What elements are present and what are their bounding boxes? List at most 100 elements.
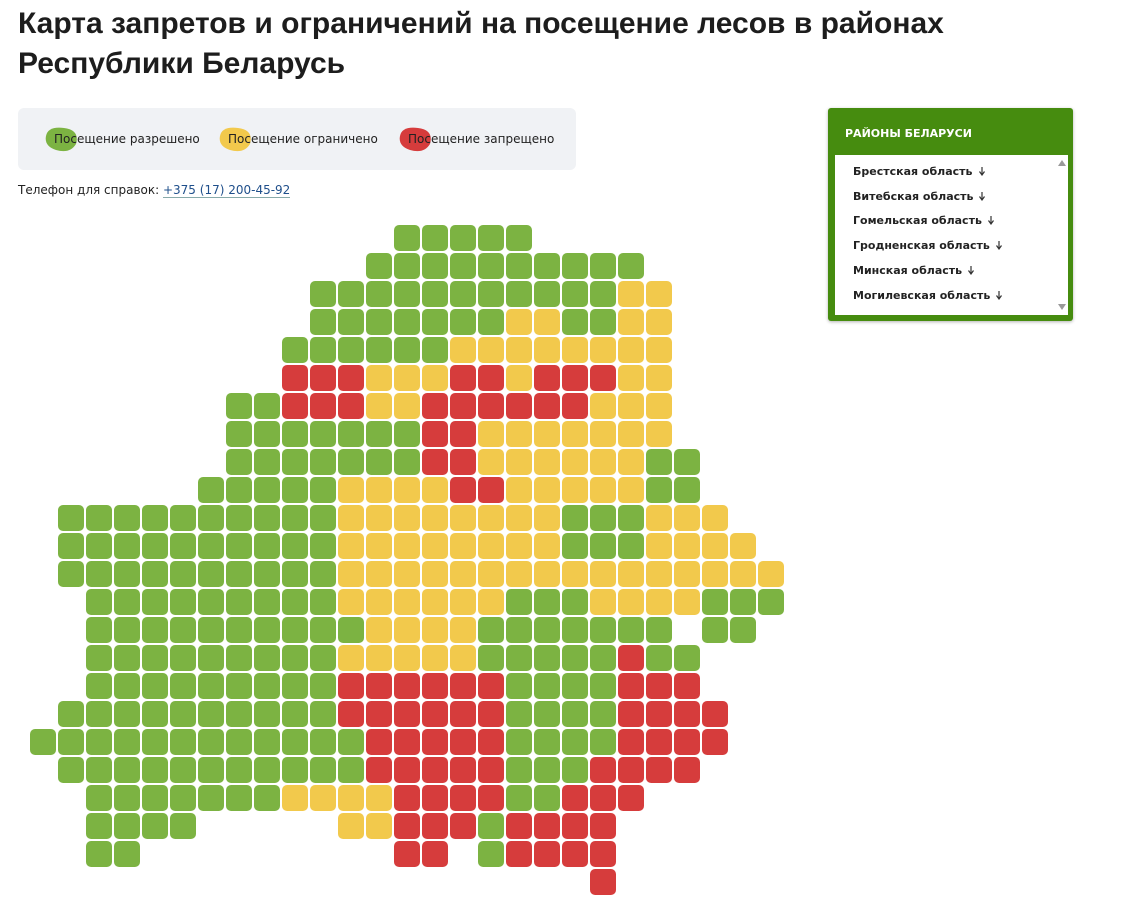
district[interactable] [338, 421, 364, 447]
region-item[interactable]: Гомельская область [853, 214, 994, 227]
district[interactable] [142, 505, 168, 531]
district[interactable] [702, 729, 728, 755]
district[interactable] [534, 533, 560, 559]
district[interactable] [114, 757, 140, 783]
district[interactable] [646, 421, 672, 447]
district[interactable] [226, 561, 252, 587]
district[interactable] [534, 701, 560, 727]
scroll-up[interactable] [1058, 160, 1066, 166]
district[interactable] [562, 561, 588, 587]
district[interactable] [562, 281, 588, 307]
region-item[interactable]: Витебская область [853, 190, 986, 203]
district[interactable] [198, 757, 224, 783]
district[interactable] [310, 645, 336, 671]
district[interactable] [58, 561, 84, 587]
district[interactable] [226, 645, 252, 671]
district[interactable] [338, 281, 364, 307]
district[interactable] [478, 253, 504, 279]
district[interactable] [534, 841, 560, 867]
district[interactable] [506, 393, 532, 419]
district[interactable] [170, 533, 196, 559]
district[interactable] [562, 589, 588, 615]
district[interactable] [646, 561, 672, 587]
district[interactable] [422, 757, 448, 783]
district[interactable] [618, 281, 644, 307]
district[interactable] [226, 701, 252, 727]
district[interactable] [478, 645, 504, 671]
district[interactable] [226, 785, 252, 811]
district[interactable] [226, 757, 252, 783]
district[interactable] [282, 421, 308, 447]
district[interactable] [702, 533, 728, 559]
district[interactable] [282, 365, 308, 391]
district[interactable] [618, 561, 644, 587]
district[interactable] [562, 729, 588, 755]
district[interactable] [394, 645, 420, 671]
district[interactable] [450, 533, 476, 559]
region-item[interactable]: Могилевская область [853, 289, 1003, 302]
district[interactable] [58, 505, 84, 531]
region-item[interactable]: Брестская область [853, 165, 985, 178]
district[interactable] [674, 757, 700, 783]
district[interactable] [450, 785, 476, 811]
district[interactable] [394, 337, 420, 363]
district[interactable] [254, 505, 280, 531]
district[interactable] [86, 729, 112, 755]
district[interactable] [422, 561, 448, 587]
district[interactable] [478, 337, 504, 363]
district[interactable] [674, 449, 700, 475]
district[interactable] [562, 309, 588, 335]
district[interactable] [506, 757, 532, 783]
district[interactable] [142, 533, 168, 559]
district[interactable] [338, 477, 364, 503]
district[interactable] [506, 729, 532, 755]
district[interactable] [590, 673, 616, 699]
district[interactable] [534, 729, 560, 755]
district[interactable] [366, 421, 392, 447]
district[interactable] [198, 701, 224, 727]
district[interactable] [674, 505, 700, 531]
district[interactable] [674, 729, 700, 755]
district[interactable] [254, 645, 280, 671]
district[interactable] [394, 673, 420, 699]
district[interactable] [590, 757, 616, 783]
district[interactable] [338, 449, 364, 475]
district[interactable] [422, 589, 448, 615]
district[interactable] [534, 393, 560, 419]
district[interactable] [478, 673, 504, 699]
district[interactable] [618, 757, 644, 783]
district[interactable] [730, 617, 756, 643]
district[interactable] [590, 449, 616, 475]
district[interactable] [310, 589, 336, 615]
district[interactable] [282, 337, 308, 363]
district[interactable] [226, 505, 252, 531]
district[interactable] [114, 729, 140, 755]
district[interactable] [366, 673, 392, 699]
district[interactable] [450, 309, 476, 335]
district[interactable] [394, 813, 420, 839]
district[interactable] [478, 225, 504, 251]
district[interactable] [590, 421, 616, 447]
district[interactable] [478, 533, 504, 559]
district[interactable] [590, 701, 616, 727]
district[interactable] [338, 365, 364, 391]
district[interactable] [170, 589, 196, 615]
district[interactable] [394, 505, 420, 531]
district[interactable] [58, 757, 84, 783]
district[interactable] [142, 617, 168, 643]
district[interactable] [506, 337, 532, 363]
district[interactable] [366, 701, 392, 727]
district[interactable] [254, 617, 280, 643]
district[interactable] [450, 617, 476, 643]
district[interactable] [450, 757, 476, 783]
district[interactable] [562, 449, 588, 475]
district[interactable] [646, 673, 672, 699]
district[interactable] [590, 869, 616, 895]
district[interactable] [394, 309, 420, 335]
district[interactable] [646, 449, 672, 475]
district[interactable] [170, 617, 196, 643]
district[interactable] [562, 421, 588, 447]
district[interactable] [646, 757, 672, 783]
district[interactable] [366, 505, 392, 531]
district[interactable] [394, 253, 420, 279]
